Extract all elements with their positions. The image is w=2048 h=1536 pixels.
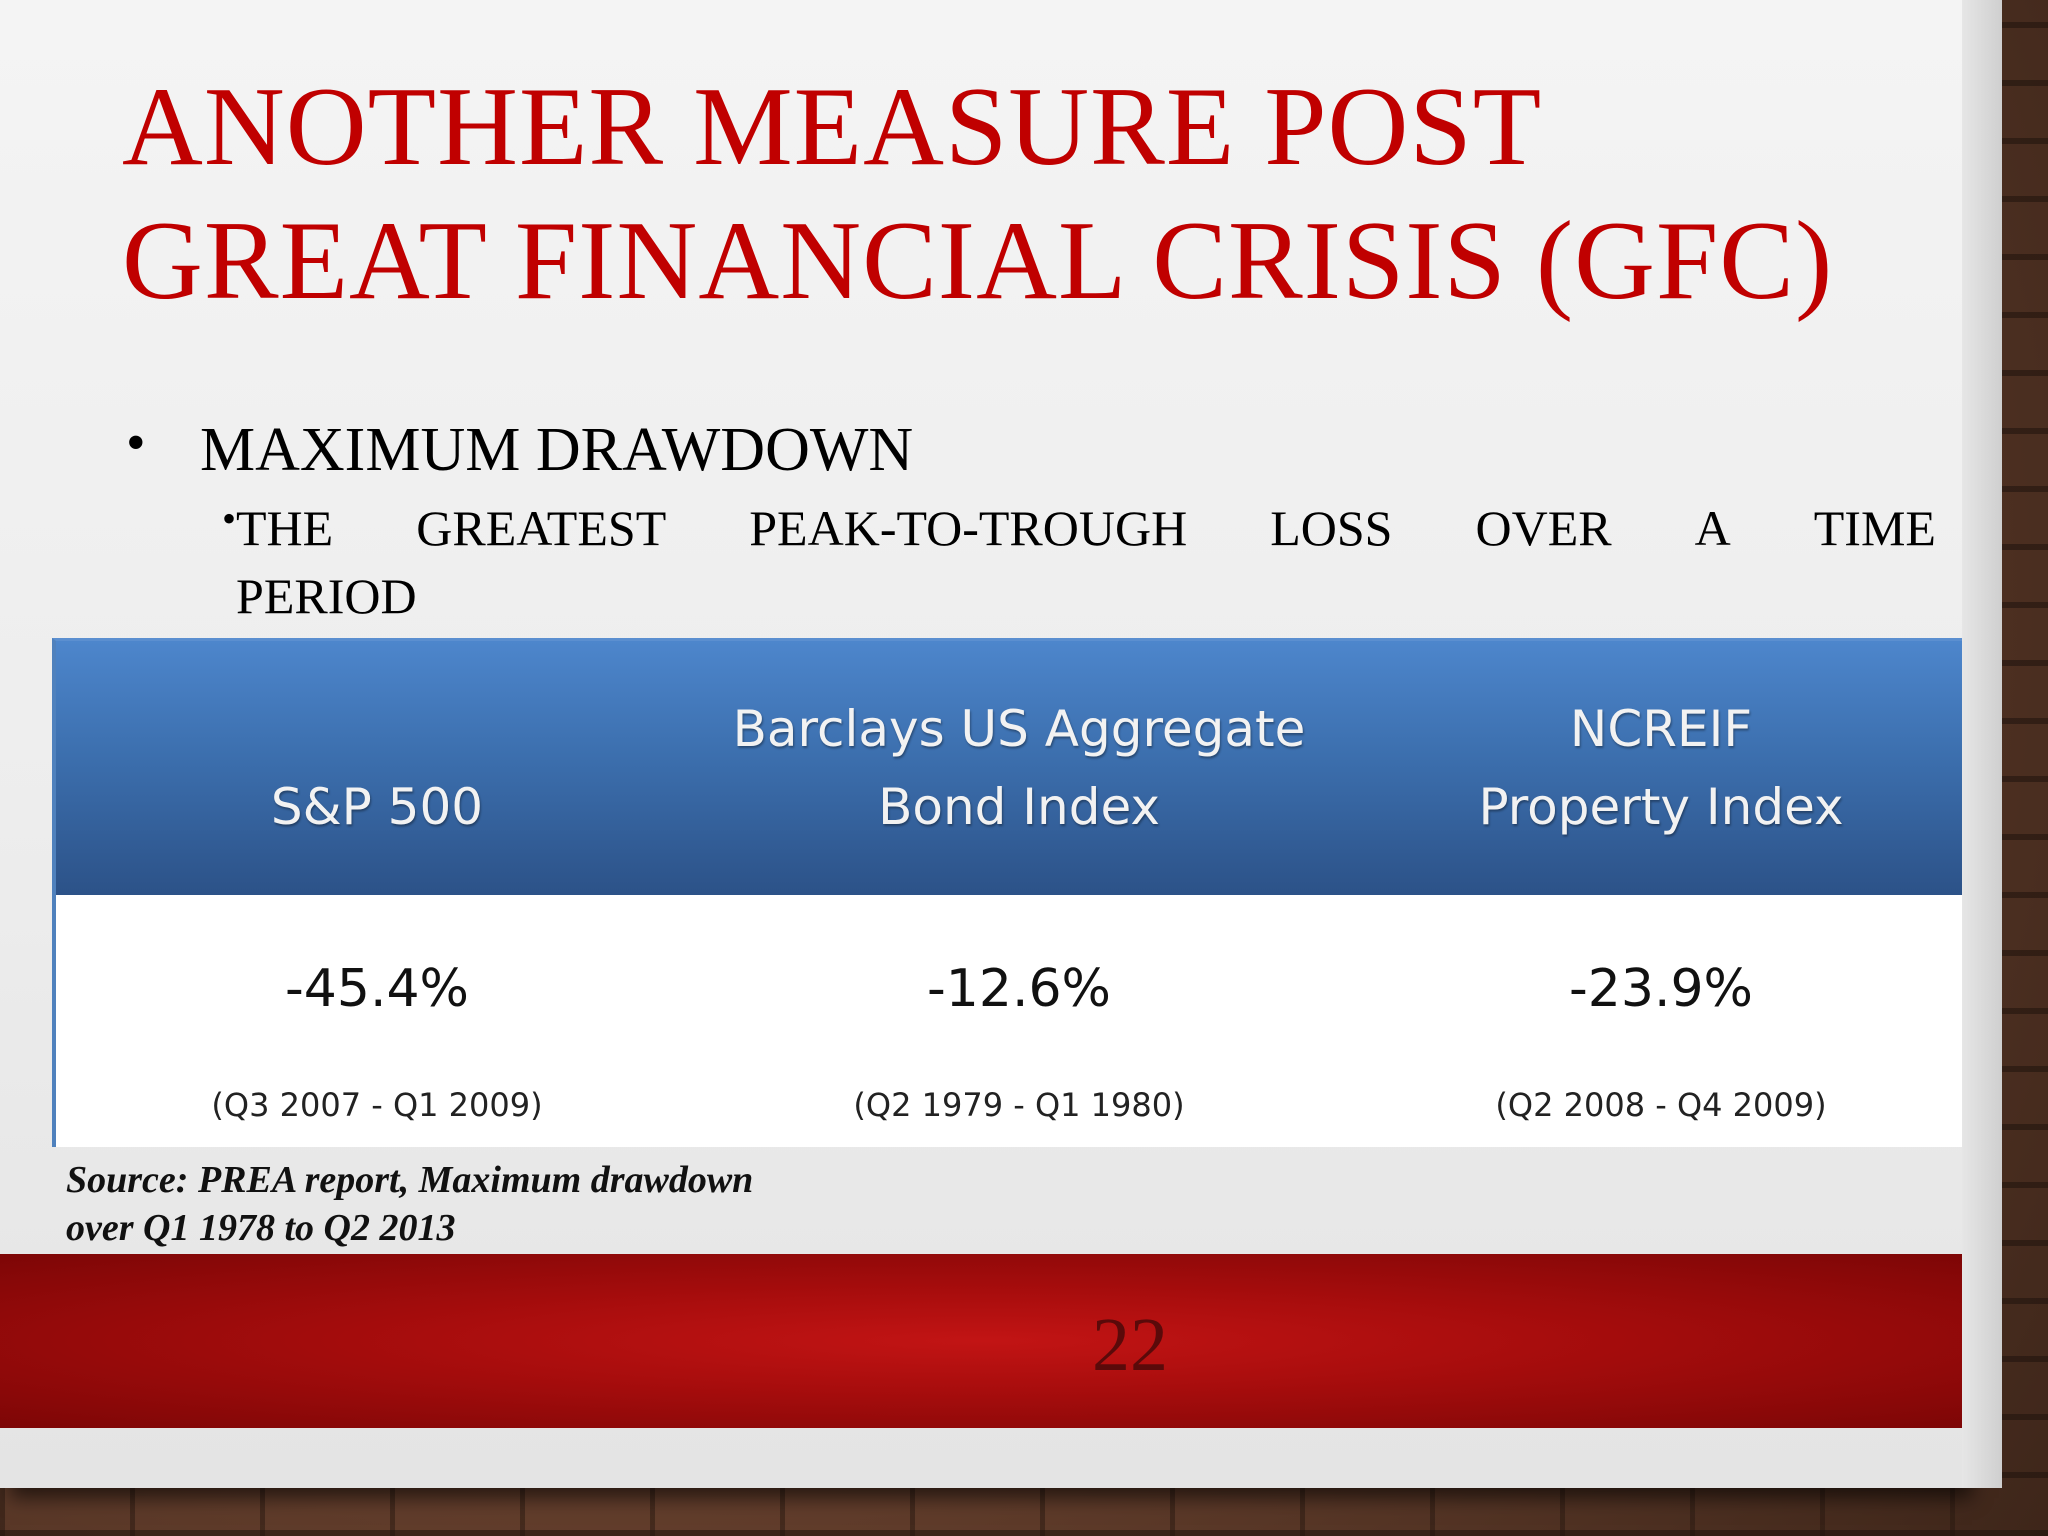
drawdown-value: -12.6% — [927, 959, 1111, 1019]
header-line-2: Property Index — [1478, 778, 1844, 836]
cell-ncreif: -23.9% (Q2 2008 - Q4 2009) — [1340, 895, 1982, 1147]
drawdown-period: (Q2 2008 - Q4 2009) — [1495, 1086, 1827, 1124]
slide-title-line-2: GREAT FINANCIAL CRISIS (GFC) — [122, 199, 1834, 323]
slide-canvas: ANOTHER MEASURE POST GREAT FINANCIAL CRI… — [0, 0, 1986, 1488]
drawdown-value: -23.9% — [1569, 959, 1753, 1019]
sub-bullet-word: OVER — [1475, 500, 1612, 556]
header-line-2: Bond Index — [878, 778, 1160, 836]
cell-barclays: -12.6% (Q2 1979 - Q1 1980) — [698, 895, 1340, 1147]
sub-bullet-word: PEAK-TO-TROUGH — [749, 500, 1188, 556]
sub-bullet-text: THE GREATEST PEAK-TO-TROUGH LOSS OVER A … — [236, 494, 1936, 630]
sub-bullet-line-2: PERIOD — [236, 568, 417, 624]
bullet-text: MAXIMUM DRAWDOWN — [200, 416, 914, 484]
drawdown-period: (Q2 1979 - Q1 1980) — [853, 1086, 1185, 1124]
page-number: 22 — [1092, 1303, 1168, 1387]
sub-bullet-word: LOSS — [1270, 500, 1393, 556]
sub-bullet-word: TIME — [1813, 500, 1936, 556]
source-line-2: over Q1 1978 to Q2 2013 — [66, 1207, 456, 1249]
sub-bullet-word: GREATEST — [416, 500, 667, 556]
header-barclays-bond-index: Barclays US Aggregate Bond Index — [698, 641, 1340, 895]
drawdown-period: (Q3 2007 - Q1 2009) — [211, 1086, 543, 1124]
source-line-1: Source: PREA report, Maximum drawdown — [66, 1159, 754, 1201]
table-header-row: S&P 500 Barclays US Aggregate Bond Index… — [56, 641, 1982, 895]
slide-edge — [1962, 0, 2002, 1488]
sub-bullet-definition: • THE GREATEST PEAK-TO-TROUGH LOSS OVER … — [222, 494, 1936, 630]
header-line-1 — [56, 690, 698, 768]
sub-bullet-icon: • — [222, 496, 237, 541]
header-line-2: S&P 500 — [270, 778, 484, 836]
table-row: -45.4% (Q3 2007 - Q1 2009) -12.6% (Q2 19… — [56, 895, 1982, 1147]
drawdown-table: S&P 500 Barclays US Aggregate Bond Index… — [52, 638, 1986, 1147]
sub-bullet-word: THE — [236, 500, 334, 556]
drawdown-value: -45.4% — [285, 959, 469, 1019]
footer-band — [0, 1254, 1962, 1428]
slide-title: ANOTHER MEASURE POST GREAT FINANCIAL CRI… — [122, 60, 1922, 328]
slide-title-line-1: ANOTHER MEASURE POST — [122, 65, 1543, 189]
header-line-1: NCREIF — [1569, 700, 1753, 758]
sub-bullet-line-1: THE GREATEST PEAK-TO-TROUGH LOSS OVER A … — [236, 494, 1936, 562]
bullet-icon: • — [126, 412, 146, 474]
source-note: Source: PREA report, Maximum drawdown ov… — [66, 1156, 753, 1252]
sub-bullet-word: A — [1694, 500, 1731, 556]
header-ncreif-property-index: NCREIF Property Index — [1340, 641, 1982, 895]
header-sp500: S&P 500 — [56, 641, 698, 895]
header-line-1: Barclays US Aggregate — [732, 700, 1306, 758]
cell-sp500: -45.4% (Q3 2007 - Q1 2009) — [56, 895, 698, 1147]
bullet-maximum-drawdown: • MAXIMUM DRAWDOWN — [126, 412, 913, 488]
